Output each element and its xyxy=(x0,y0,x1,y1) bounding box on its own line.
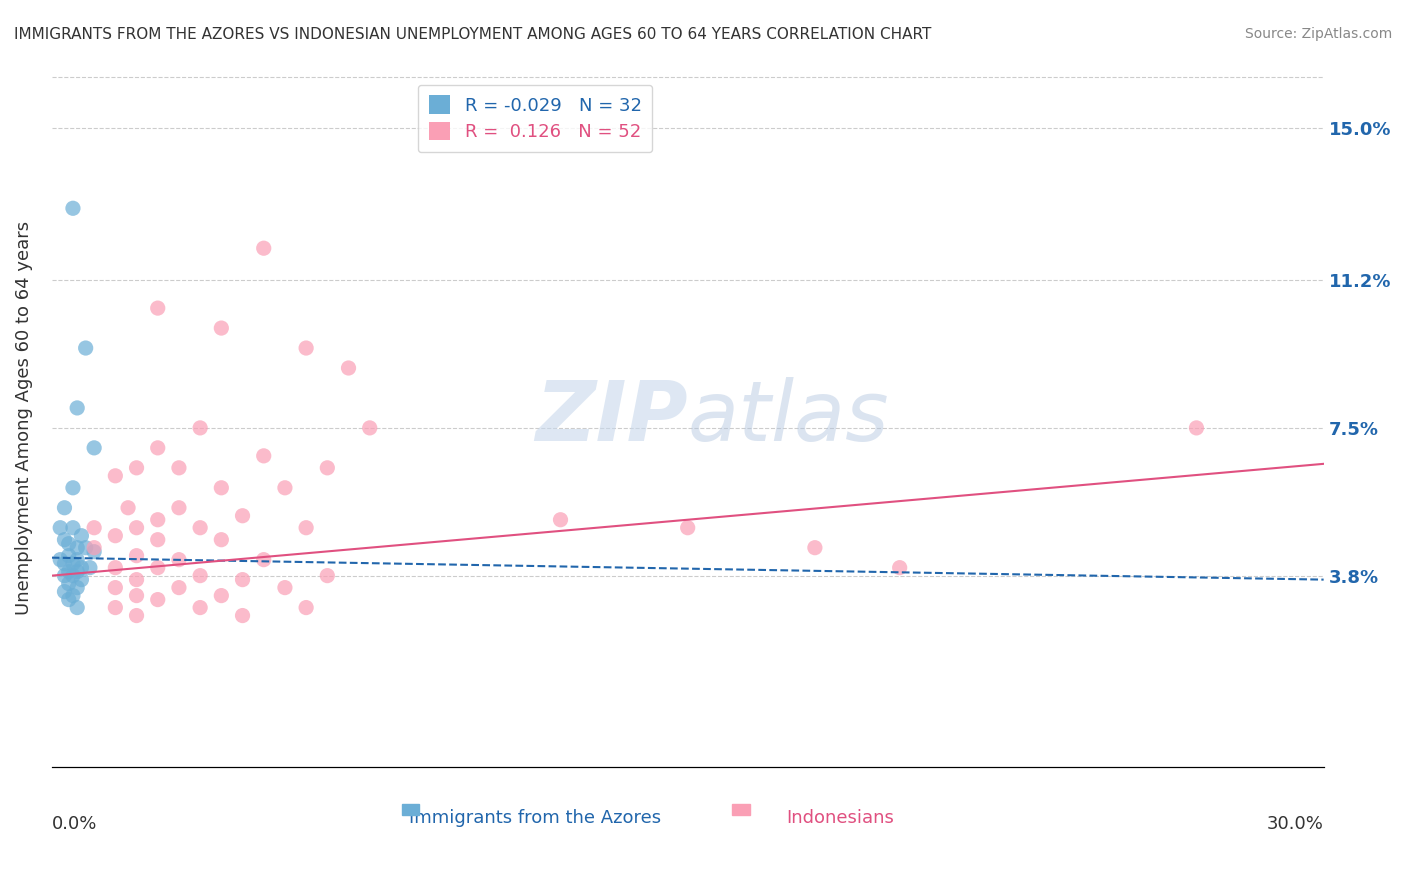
Point xyxy=(70,560,93,574)
Point xyxy=(62,201,84,215)
Point xyxy=(125,608,148,623)
Legend: R = -0.029   N = 32, R =  0.126   N = 52: R = -0.029 N = 32, R = 0.126 N = 52 xyxy=(418,85,652,153)
Point xyxy=(125,549,148,563)
Point xyxy=(104,468,127,483)
Point xyxy=(146,592,169,607)
Point xyxy=(209,321,232,335)
Point xyxy=(253,449,276,463)
Point xyxy=(316,460,339,475)
Point xyxy=(359,421,381,435)
Point xyxy=(53,584,76,599)
Text: 30.0%: 30.0% xyxy=(1267,815,1323,833)
Point xyxy=(253,241,276,255)
Y-axis label: Unemployment Among Ages 60 to 64 years: Unemployment Among Ages 60 to 64 years xyxy=(15,221,32,615)
Point xyxy=(62,589,84,603)
Point xyxy=(66,552,89,566)
Point xyxy=(66,541,89,555)
Bar xyxy=(402,804,419,814)
Text: Indonesians: Indonesians xyxy=(786,809,894,827)
Point xyxy=(70,529,93,543)
Bar xyxy=(733,804,749,814)
Point xyxy=(53,500,76,515)
Point xyxy=(188,600,211,615)
Point xyxy=(146,301,169,315)
Point xyxy=(70,573,93,587)
Text: 0.0%: 0.0% xyxy=(52,815,97,833)
Point xyxy=(66,565,89,579)
Point xyxy=(676,521,699,535)
Point xyxy=(231,573,253,587)
Point xyxy=(58,537,80,551)
Point xyxy=(167,581,190,595)
Point xyxy=(125,521,148,535)
Point xyxy=(49,552,72,566)
Point xyxy=(75,541,97,555)
Point xyxy=(295,521,318,535)
Point xyxy=(66,581,89,595)
Point xyxy=(167,460,190,475)
Point xyxy=(550,513,572,527)
Point xyxy=(804,541,827,555)
Point xyxy=(53,533,76,547)
Point xyxy=(53,568,76,582)
Point xyxy=(188,568,211,582)
Point xyxy=(66,600,89,615)
Point xyxy=(53,557,76,571)
Point xyxy=(83,441,105,455)
Point xyxy=(146,441,169,455)
Point xyxy=(62,568,84,582)
Point xyxy=(1185,421,1208,435)
Point xyxy=(79,560,101,574)
Point xyxy=(274,481,297,495)
Point xyxy=(75,341,97,355)
Point xyxy=(66,401,89,415)
Point xyxy=(188,421,211,435)
Point xyxy=(125,589,148,603)
Point xyxy=(188,521,211,535)
Point xyxy=(62,521,84,535)
Point xyxy=(58,549,80,563)
Point xyxy=(253,552,276,566)
Point xyxy=(167,500,190,515)
Point xyxy=(125,573,148,587)
Point xyxy=(104,529,127,543)
Text: atlas: atlas xyxy=(688,377,890,458)
Point xyxy=(146,513,169,527)
Text: IMMIGRANTS FROM THE AZORES VS INDONESIAN UNEMPLOYMENT AMONG AGES 60 TO 64 YEARS : IMMIGRANTS FROM THE AZORES VS INDONESIAN… xyxy=(14,27,931,42)
Text: Source: ZipAtlas.com: Source: ZipAtlas.com xyxy=(1244,27,1392,41)
Point xyxy=(83,521,105,535)
Text: Immigrants from the Azores: Immigrants from the Azores xyxy=(409,809,661,827)
Point xyxy=(274,581,297,595)
Point xyxy=(58,576,80,591)
Point xyxy=(295,341,318,355)
Point xyxy=(231,508,253,523)
Point xyxy=(62,481,84,495)
Point xyxy=(209,533,232,547)
Point xyxy=(58,565,80,579)
Point xyxy=(125,460,148,475)
Point xyxy=(889,560,911,574)
Point xyxy=(316,568,339,582)
Point xyxy=(146,533,169,547)
Point xyxy=(167,552,190,566)
Point xyxy=(209,481,232,495)
Point xyxy=(295,600,318,615)
Point xyxy=(231,608,253,623)
Point xyxy=(146,560,169,574)
Point xyxy=(209,589,232,603)
Point xyxy=(62,557,84,571)
Point xyxy=(49,521,72,535)
Point xyxy=(104,581,127,595)
Point xyxy=(104,600,127,615)
Point xyxy=(83,544,105,558)
Point xyxy=(104,560,127,574)
Point xyxy=(117,500,139,515)
Point xyxy=(83,541,105,555)
Point xyxy=(58,592,80,607)
Text: ZIP: ZIP xyxy=(536,377,688,458)
Point xyxy=(337,361,360,376)
